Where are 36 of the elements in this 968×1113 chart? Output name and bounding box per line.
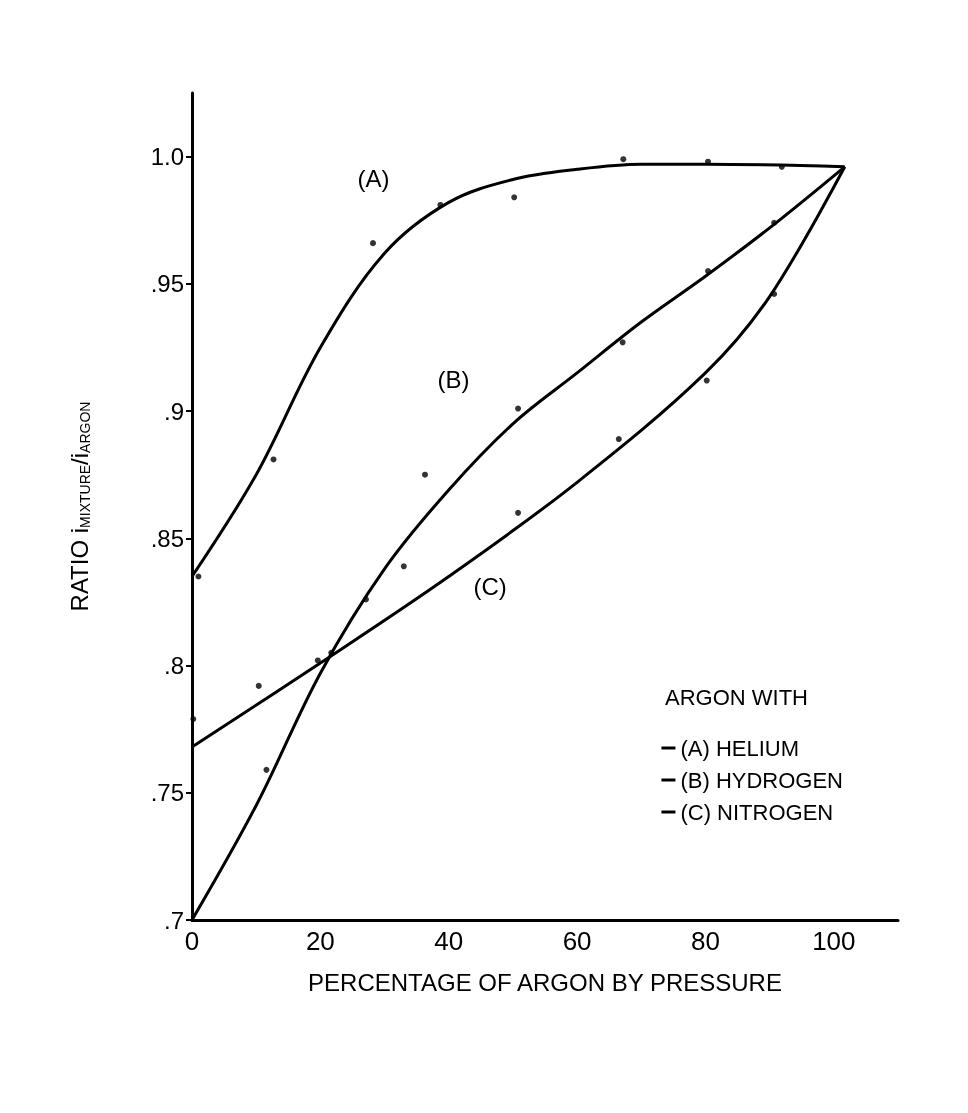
point (190, 715, 197, 722)
point (515, 509, 522, 516)
x-axis-title: PERCENTAGE OF ARGON BY PRESSURE (308, 968, 782, 996)
y-axis-title: RATIO iMIXTURE/iARGON (65, 401, 93, 612)
x-tick-label: 40 (434, 926, 464, 956)
x-tick-label: 0 (184, 926, 200, 956)
y-tick-label: .85 (150, 524, 184, 552)
point (515, 405, 522, 412)
point (511, 194, 518, 201)
point (421, 471, 428, 478)
annotation: (B) (437, 366, 470, 394)
point (619, 339, 626, 346)
point (370, 240, 376, 247)
x-tick-label: 100 (812, 926, 856, 956)
y-tick-label: .8 (163, 652, 184, 680)
y-tick-label: 1.0 (150, 143, 184, 171)
point (620, 156, 627, 163)
x-tick-label: 60 (562, 926, 592, 956)
point (400, 563, 407, 570)
x-tick-label: 20 (305, 926, 335, 956)
legend-label: (B) HYDROGEN (680, 767, 843, 793)
y-tick-label: .95 (150, 270, 184, 298)
legend-label: (A) HELIUM (680, 735, 799, 761)
y-tick-label: .9 (163, 397, 184, 425)
annotation: (A) (357, 164, 390, 192)
point (270, 456, 277, 463)
y-tick-label: .75 (150, 779, 184, 807)
point (255, 682, 262, 689)
point (263, 766, 270, 773)
legend-title: ARGON WITH (665, 684, 809, 710)
legend-label: (C) NITROGEN (680, 799, 834, 825)
point (195, 573, 202, 580)
x-tick-label: 80 (690, 926, 720, 956)
y-tick-label: .7 (163, 906, 184, 934)
point (615, 436, 622, 443)
annotation: (C) (473, 573, 507, 601)
